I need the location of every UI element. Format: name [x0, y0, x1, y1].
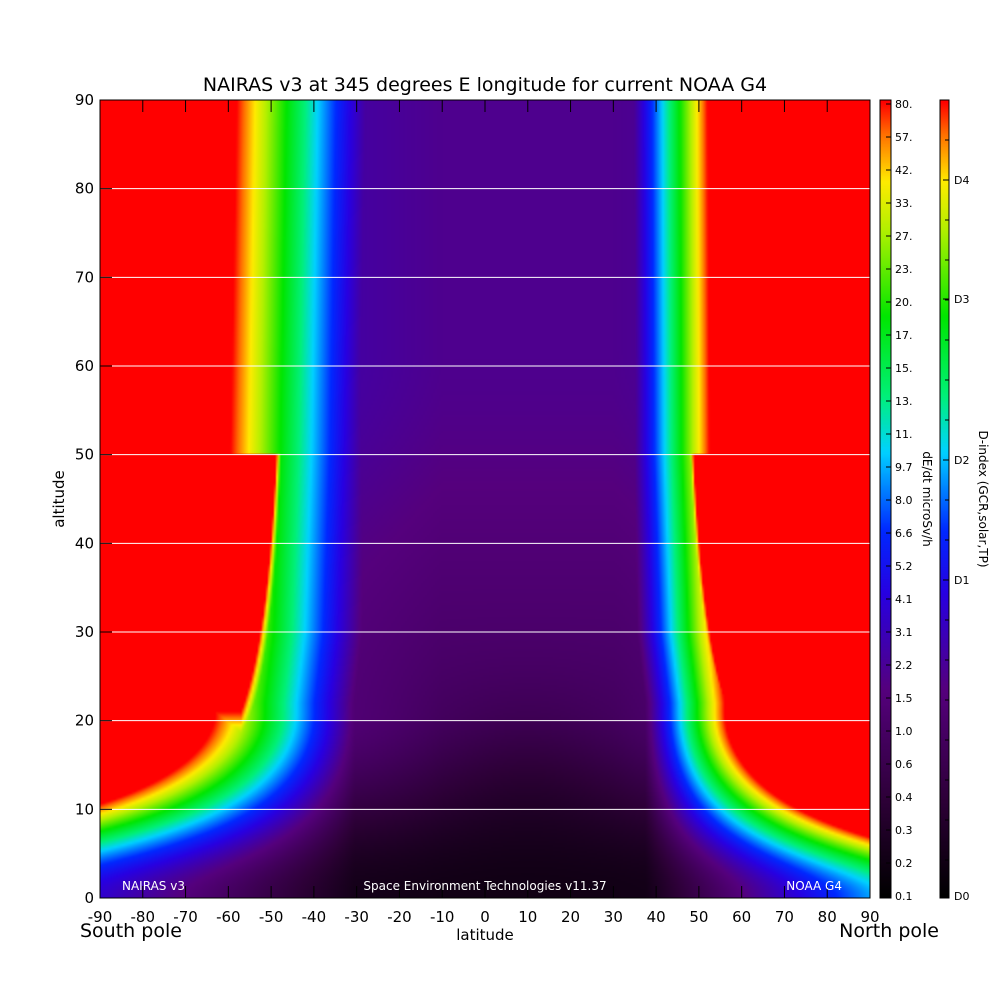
gridlines	[100, 188, 870, 810]
y-tick-label: 60	[75, 357, 94, 375]
y-tick-label: 90	[75, 91, 94, 109]
x-tick-label: -80	[131, 908, 156, 926]
x-tick-label: 80	[818, 908, 837, 926]
dose-colorbar-tick-label: 57.	[895, 131, 913, 144]
x-tick-label: -10	[430, 908, 455, 926]
dose-colorbar-tick-label: 0.1	[895, 890, 913, 903]
y-tick-label: 70	[75, 268, 94, 286]
dose-colorbar-tick-label: 0.2	[895, 857, 913, 870]
heatmap-image	[100, 100, 870, 898]
y-axis: 0 10 20 30 40 50 60 70 80 90	[75, 91, 112, 907]
dindex-colorbar-gradient	[940, 100, 949, 898]
x-tick-label: -60	[216, 908, 241, 926]
dose-colorbar-tick-label: 11.	[895, 428, 913, 441]
dose-colorbar-tick-label: 23.	[895, 263, 913, 276]
x-tick-label: -30	[344, 908, 369, 926]
x-tick-label: -70	[173, 908, 198, 926]
dose-colorbar-tick-label: 6.6	[895, 527, 913, 540]
dose-colorbar-tick-label: 3.1	[895, 626, 913, 639]
dindex-colorbar-tick-label: D2	[954, 454, 969, 467]
dose-colorbar-tick-label: 5.2	[895, 560, 913, 573]
dose-colorbar-tick-label: 1.5	[895, 692, 913, 705]
plot-area	[99, 99, 871, 899]
footer-label-center: Space Environment Technologies v11.37	[363, 879, 606, 893]
dose-colorbar-ticks: 80. 57. 42. 33. 27. 23. 20. 17. 15. 13. 11. 9.7 8.0 6…	[886, 98, 913, 903]
x-tick-label: 90	[860, 908, 879, 926]
dose-colorbar-tick-label: 42.	[895, 164, 913, 177]
dose-colorbar-tick-label: 0.4	[895, 791, 913, 804]
dindex-colorbar-label: D-index (GCR,solar,TP)	[976, 430, 990, 567]
dose-colorbar-tick-label: 8.0	[895, 494, 913, 507]
y-tick-label: 20	[75, 712, 94, 730]
dindex-colorbar-ticks: D4 D3 D2 D1 D0	[943, 139, 969, 903]
dose-colorbar-tick-label: 0.3	[895, 824, 913, 837]
dose-colorbar-tick-label: 13.	[895, 395, 913, 408]
chart-title: NAIRAS v3 at 345 degrees E longitude for…	[203, 74, 767, 96]
dose-colorbar-tick-label: 20.	[895, 296, 913, 309]
x-tick-label: -90	[88, 908, 113, 926]
footer-label-left: NAIRAS v3	[122, 879, 185, 893]
north-pole-label: North pole	[839, 920, 939, 942]
dindex-colorbar-tick-label: D4	[954, 174, 969, 187]
dose-colorbar-tick-label: 1.0	[895, 725, 913, 738]
y-tick-label: 50	[75, 446, 94, 464]
footer-label-right: NOAA G4	[786, 879, 842, 893]
x-tick-label: -50	[259, 908, 284, 926]
x-tick-label: -40	[302, 908, 327, 926]
dose-colorbar: 80. 57. 42. 33. 27. 23. 20. 17. 15. 13. 11. 9.7 8.0 6…	[879, 98, 934, 903]
y-tick-label: 80	[75, 180, 94, 198]
y-tick-label: 30	[75, 623, 94, 641]
dindex-colorbar-tick-label: D1	[954, 574, 969, 587]
dose-colorbar-tick-label: 9.7	[895, 461, 913, 474]
y-tick-label: 40	[75, 534, 94, 552]
x-tick-label: 60	[732, 908, 751, 926]
dindex-colorbar-tick-label: D3	[954, 293, 969, 306]
dose-colorbar-tick-label: 15.	[895, 362, 913, 375]
dindex-colorbar-tick-label: D0	[954, 890, 969, 903]
x-tick-label: 70	[775, 908, 794, 926]
x-tick-label: 0	[480, 908, 490, 926]
dose-colorbar-tick-label: 80.	[895, 98, 913, 111]
dose-colorbar-tick-label: 2.2	[895, 659, 913, 672]
x-axis-label: latitude	[456, 926, 514, 944]
dose-colorbar-tick-label: 0.6	[895, 758, 913, 771]
south-pole-label: South pole	[80, 920, 182, 942]
x-tick-label: 20	[561, 908, 580, 926]
x-tick-label: 40	[647, 908, 666, 926]
dindex-colorbar: D4 D3 D2 D1 D0 D-index (GCR,solar,TP)	[939, 99, 990, 903]
dose-colorbar-gradient	[880, 100, 891, 898]
x-tick-label: -20	[387, 908, 412, 926]
dose-colorbar-tick-label: 4.1	[895, 593, 913, 606]
y-axis-label: altitude	[50, 470, 68, 528]
x-tick-label: 30	[604, 908, 623, 926]
x-axis: -90 -80 -70 -60 -50 -40 -30 -20 -10 0 10 20 30 40 50 60…	[88, 886, 880, 926]
dose-colorbar-label: dE/dt microSv/h	[920, 451, 934, 546]
dose-colorbar-tick-label: 17.	[895, 329, 913, 342]
x-tick-label: 10	[518, 908, 537, 926]
dose-colorbar-tick-label: 33.	[895, 197, 913, 210]
x-tick-label: 50	[689, 908, 708, 926]
y-tick-label: 0	[84, 889, 94, 907]
dose-colorbar-tick-label: 27.	[895, 230, 913, 243]
x-top-ticks	[99, 100, 871, 112]
y-tick-label: 10	[75, 800, 94, 818]
